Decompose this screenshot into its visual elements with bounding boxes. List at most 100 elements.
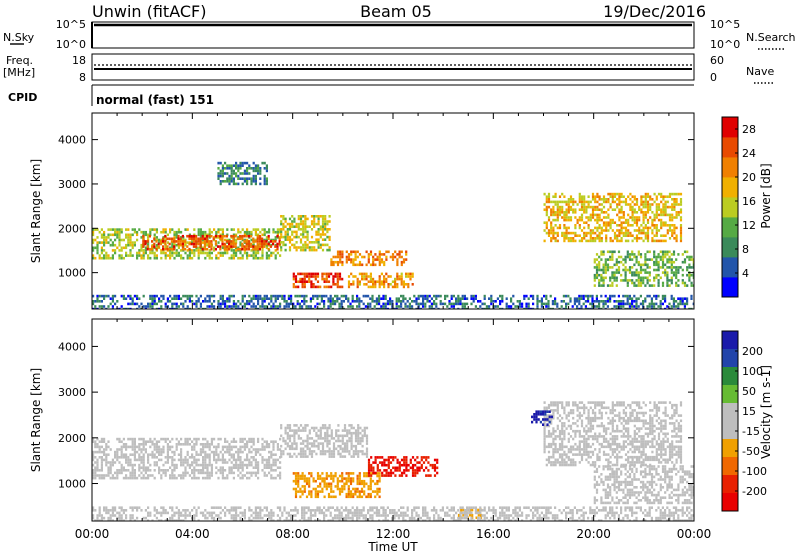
data-cell [398,255,401,259]
data-cell [142,251,145,255]
data-cell [127,254,130,257]
data-cell [657,239,661,243]
data-cell [173,230,176,234]
data-cell [332,442,336,445]
data-cell [261,254,264,257]
data-cell [628,305,631,308]
data-cell [301,272,304,276]
data-cell [505,297,508,300]
data-cell [673,198,676,201]
data-cell [600,203,603,206]
data-cell [173,243,176,247]
data-cell [598,300,601,303]
data-cell [151,294,154,298]
data-cell [193,466,196,469]
data-cell [291,434,294,438]
data-cell [276,242,279,246]
data-cell [642,195,645,198]
data-cell [226,450,229,454]
data-cell [250,437,253,441]
data-cell [378,250,381,254]
data-cell [646,305,649,308]
data-cell [550,229,553,232]
data-cell [585,205,588,209]
data-cell [372,263,375,267]
data-cell [606,300,609,303]
data-cell [662,203,665,206]
data-cell [177,453,180,456]
data-cell [122,437,125,441]
data-cell [250,238,253,242]
data-cell [363,283,366,286]
data-cell [683,250,687,254]
data-cell [341,434,344,438]
data-cell [129,302,132,306]
data-cell [232,458,235,462]
data-cell [644,205,647,209]
data-cell [367,285,370,289]
data-cell [120,440,123,443]
data-cell [481,302,484,306]
data-cell [391,253,395,256]
data-cell [265,236,268,239]
data-cell [321,215,325,218]
data-cell [405,461,408,464]
data-cell [677,268,680,272]
data-cell [230,234,233,238]
data-cell [232,300,235,303]
data-cell [554,429,557,433]
data-cell [550,401,553,404]
data-cell [340,307,343,309]
data-cell [210,466,213,469]
data-cell [613,237,617,240]
data-cell [254,238,257,242]
data-cell [692,302,694,306]
data-cell [547,442,551,446]
data-cell [202,448,205,451]
data-cell [675,200,678,204]
data-cell [561,448,564,451]
data-cell [282,225,285,228]
data-cell [219,172,222,175]
data-cell [357,437,360,440]
data-cell [293,235,296,239]
data-cell [558,455,562,459]
data-cell [184,466,187,469]
data-cell [96,243,99,247]
data-cell [622,279,625,282]
data-cell [149,228,152,231]
data-cell [230,294,233,298]
data-cell [668,205,672,209]
data-cell [512,294,515,298]
data-cell [304,243,307,247]
data-cell [285,302,288,306]
data-cell [166,305,169,308]
data-cell [350,447,353,451]
data-cell [670,297,673,300]
data-cell [382,302,385,306]
data-cell [206,305,209,308]
data-cell [245,242,248,246]
data-cell [175,294,178,298]
data-cell [631,300,634,303]
data-cell [268,241,271,244]
data-cell [127,437,130,441]
data-cell [280,220,283,223]
data-cell [365,277,368,281]
data-cell [202,246,205,250]
data-cell [217,476,220,480]
data-cell [307,305,310,308]
data-cell [336,272,339,276]
data-cell [358,253,362,256]
data-cell [158,238,161,242]
data-cell [347,297,350,300]
data-cell [138,469,141,472]
data-cell [103,474,106,477]
data-cell [299,437,303,440]
data-cell [659,266,662,269]
data-cell [96,241,99,244]
data-cell [304,444,307,448]
data-cell [321,444,325,448]
data-cell [122,294,125,298]
